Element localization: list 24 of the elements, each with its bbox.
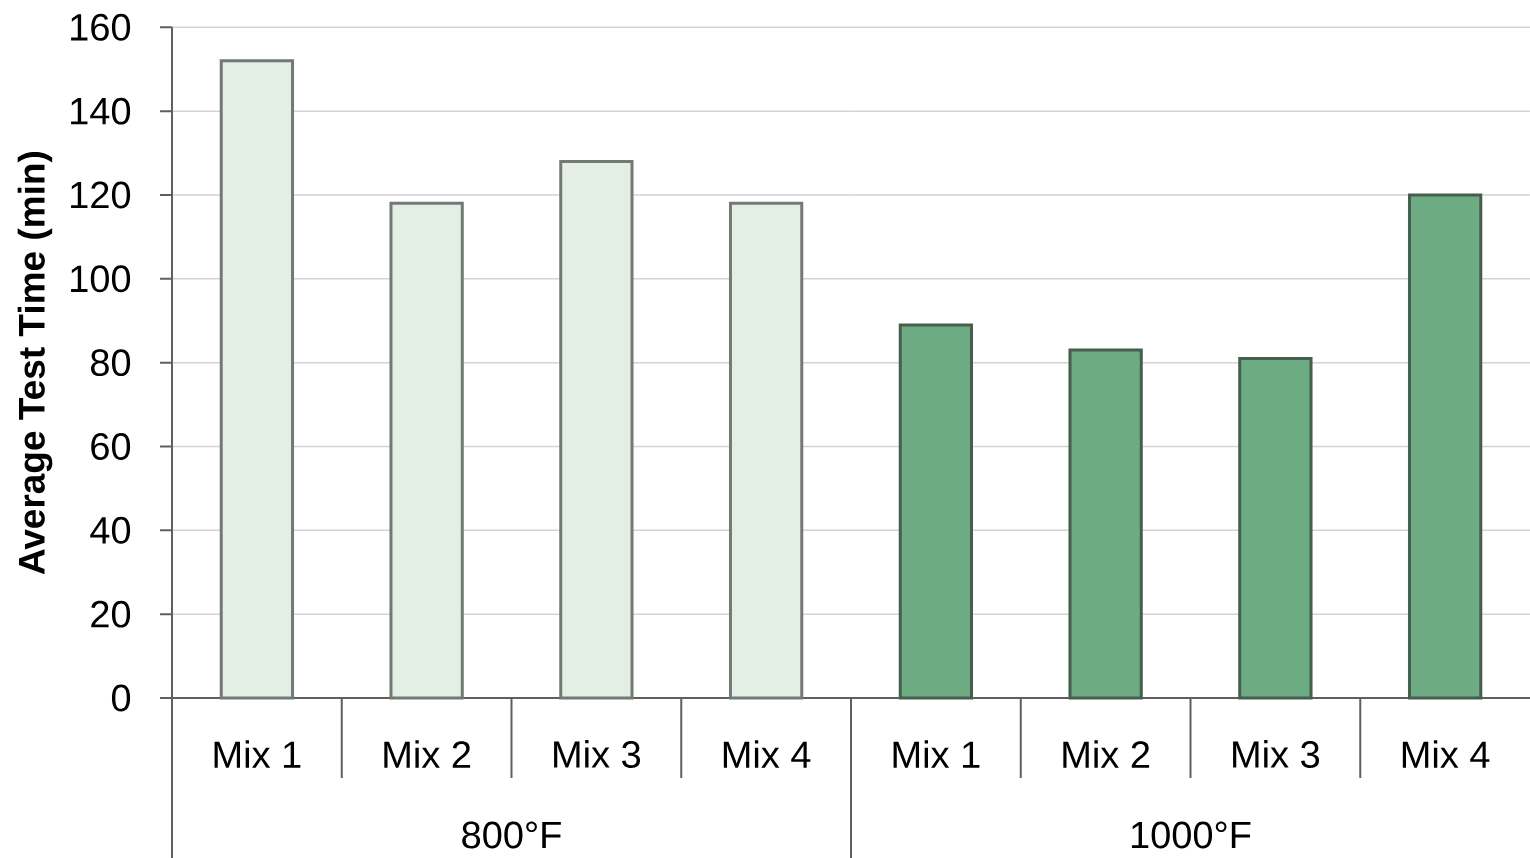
x-tick-label: Mix 3 [554,740,641,768]
y-tick-label: 60 [91,433,131,460]
y-tick-label: 20 [91,600,131,628]
x-tick-label: Mix 2 [1063,740,1150,768]
bar [1068,348,1143,700]
y-tick-label: 140 [71,97,131,125]
x-tick-label: Mix 1 [214,740,301,768]
bar [1407,193,1483,700]
x-tick-label: Mix 4 [1402,740,1490,768]
y-tick-label: 80 [91,349,131,377]
x-tick-label: Mix 1 [893,740,980,768]
x-tick-label: Mix 4 [723,740,811,768]
x-axis-title: 1000°F [1131,821,1251,849]
x-axis-title: 800°F [462,821,561,849]
bar [898,323,974,700]
y-tick-label: 100 [71,265,131,293]
x-tick-label: Mix 3 [1233,740,1320,768]
bar [1238,356,1313,700]
y-tick-label: 160 [71,13,131,41]
y-tick-label: 40 [90,516,131,544]
y-tick-label: 0 [111,684,131,712]
y-tick-label: 120 [71,181,131,209]
y-axis-title: Average Test Time (min) [17,152,53,575]
x-tick-label: Mix 2 [384,740,471,768]
